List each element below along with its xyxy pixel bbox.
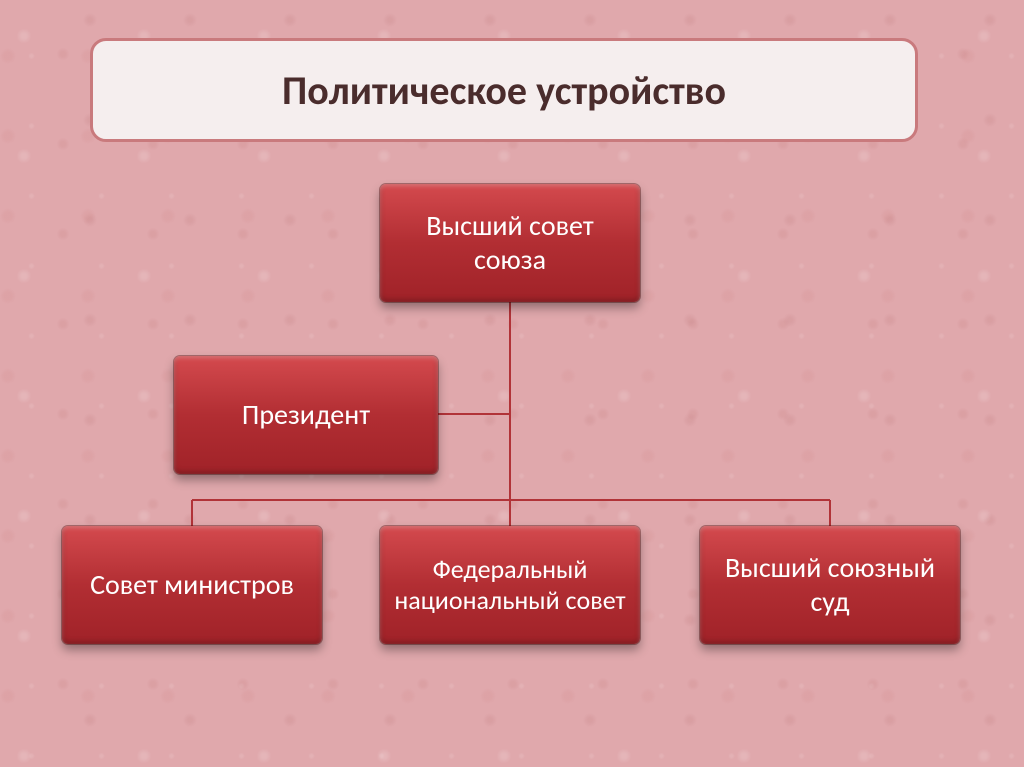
org-node-side: Президент xyxy=(174,356,438,474)
org-node-label: Федеральный национальный совет xyxy=(388,554,632,616)
org-node-center: Федеральный национальный совет xyxy=(380,526,640,644)
org-node-label: Совет министров xyxy=(90,568,294,602)
connector-line xyxy=(829,500,831,526)
org-node-left: Совет министров xyxy=(62,526,322,644)
org-node-label: Высший союзный суд xyxy=(708,551,952,618)
connector-line xyxy=(438,413,510,415)
org-node-right: Высший союзный суд xyxy=(700,526,960,644)
slide-title-text: Политическое устройство xyxy=(282,66,726,115)
org-node-top: Высший совет союза xyxy=(380,184,640,302)
org-node-label: Президент xyxy=(242,398,370,432)
slide-title: Политическое устройство xyxy=(90,38,918,142)
connector-line xyxy=(191,500,193,526)
org-node-label: Высший совет союза xyxy=(388,209,632,276)
connector-line xyxy=(192,499,830,501)
